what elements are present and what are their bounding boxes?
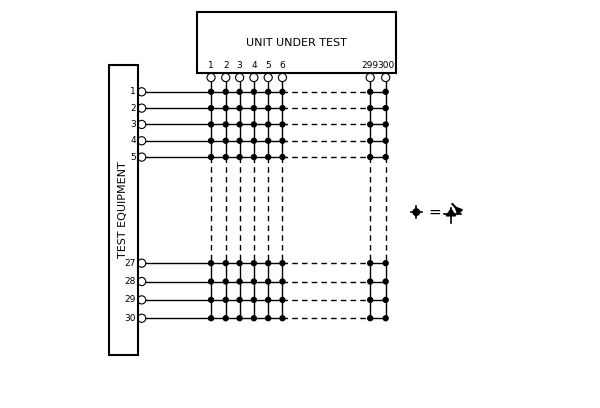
Circle shape — [383, 316, 388, 321]
Circle shape — [223, 106, 228, 111]
Circle shape — [383, 279, 388, 284]
Circle shape — [266, 89, 271, 94]
Circle shape — [251, 138, 256, 143]
Text: 28: 28 — [125, 277, 136, 286]
Circle shape — [251, 316, 256, 321]
Circle shape — [266, 279, 271, 284]
Text: 2: 2 — [130, 104, 136, 113]
Circle shape — [266, 122, 271, 127]
Text: 3: 3 — [130, 120, 136, 129]
Circle shape — [280, 138, 285, 143]
Text: 5: 5 — [130, 153, 136, 162]
Circle shape — [266, 155, 271, 160]
Text: 30: 30 — [124, 314, 136, 323]
Circle shape — [266, 138, 271, 143]
Circle shape — [223, 138, 228, 143]
Circle shape — [280, 122, 285, 127]
Circle shape — [413, 209, 419, 215]
Circle shape — [223, 155, 228, 160]
Text: 27: 27 — [125, 259, 136, 268]
Circle shape — [209, 138, 214, 143]
Circle shape — [368, 261, 373, 266]
Circle shape — [209, 106, 214, 111]
Circle shape — [209, 297, 214, 302]
Circle shape — [368, 316, 373, 321]
Circle shape — [209, 155, 214, 160]
Circle shape — [280, 106, 285, 111]
Circle shape — [280, 316, 285, 321]
Circle shape — [223, 297, 228, 302]
Circle shape — [266, 261, 271, 266]
Text: TEST EQUIPMENT: TEST EQUIPMENT — [118, 162, 128, 259]
Circle shape — [223, 279, 228, 284]
Circle shape — [237, 138, 242, 143]
Bar — [109, 65, 137, 355]
Circle shape — [209, 279, 214, 284]
Circle shape — [223, 261, 228, 266]
Circle shape — [266, 106, 271, 111]
Circle shape — [383, 261, 388, 266]
Text: 1: 1 — [130, 87, 136, 96]
Circle shape — [209, 122, 214, 127]
Circle shape — [223, 122, 228, 127]
Circle shape — [237, 155, 242, 160]
Circle shape — [368, 297, 373, 302]
Circle shape — [237, 89, 242, 94]
Circle shape — [383, 297, 388, 302]
Circle shape — [368, 106, 373, 111]
Circle shape — [237, 279, 242, 284]
Text: 29: 29 — [125, 295, 136, 304]
Text: 300: 300 — [377, 61, 394, 70]
Text: UNIT UNDER TEST: UNIT UNDER TEST — [246, 38, 347, 48]
Text: 4: 4 — [130, 136, 136, 145]
Circle shape — [251, 261, 256, 266]
Text: 1: 1 — [208, 61, 214, 70]
Circle shape — [280, 89, 285, 94]
Circle shape — [280, 155, 285, 160]
Circle shape — [383, 155, 388, 160]
Circle shape — [368, 89, 373, 94]
Circle shape — [209, 89, 214, 94]
Circle shape — [383, 122, 388, 127]
Circle shape — [368, 138, 373, 143]
Circle shape — [251, 279, 256, 284]
Circle shape — [251, 155, 256, 160]
Circle shape — [280, 297, 285, 302]
Circle shape — [251, 122, 256, 127]
Circle shape — [280, 279, 285, 284]
Circle shape — [368, 279, 373, 284]
Circle shape — [237, 106, 242, 111]
Circle shape — [251, 89, 256, 94]
Circle shape — [237, 297, 242, 302]
Circle shape — [209, 316, 214, 321]
Bar — [197, 12, 396, 73]
Text: 299: 299 — [362, 61, 379, 70]
Circle shape — [368, 155, 373, 160]
Text: 6: 6 — [280, 61, 286, 70]
Text: 4: 4 — [251, 61, 257, 70]
Polygon shape — [446, 209, 456, 216]
Circle shape — [251, 106, 256, 111]
Circle shape — [251, 297, 256, 302]
Circle shape — [237, 261, 242, 266]
Circle shape — [223, 316, 228, 321]
Circle shape — [383, 89, 388, 94]
Circle shape — [237, 316, 242, 321]
Circle shape — [223, 89, 228, 94]
Circle shape — [209, 261, 214, 266]
Circle shape — [368, 122, 373, 127]
Circle shape — [237, 122, 242, 127]
Circle shape — [383, 106, 388, 111]
Circle shape — [383, 138, 388, 143]
Text: =: = — [428, 205, 441, 220]
Text: 3: 3 — [237, 61, 242, 70]
Text: 2: 2 — [223, 61, 229, 70]
Text: 5: 5 — [265, 61, 271, 70]
Circle shape — [266, 297, 271, 302]
Circle shape — [266, 316, 271, 321]
Circle shape — [280, 261, 285, 266]
